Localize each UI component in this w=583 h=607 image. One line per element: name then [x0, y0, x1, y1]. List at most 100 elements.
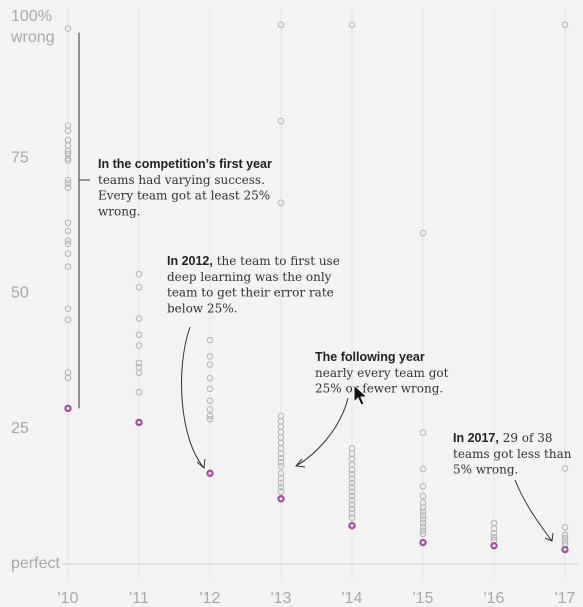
best-entry-point: [64, 404, 72, 413]
mouse-cursor-icon: [353, 383, 369, 406]
entry-point: [277, 488, 285, 495]
entry-point: [135, 388, 143, 396]
entry-point: [348, 488, 356, 495]
y-tick-label: perfect: [11, 555, 60, 572]
entry-point: [561, 538, 569, 545]
entry-point: [64, 176, 72, 184]
entry-point: [64, 240, 72, 248]
entry-point: [419, 492, 427, 500]
entry-point: [561, 465, 569, 472]
entry-point: [490, 525, 498, 532]
entry-point: [64, 219, 72, 227]
entry-point: [419, 530, 427, 538]
entry-point: [135, 331, 143, 339]
entry-point: [561, 534, 569, 542]
entry-point: [348, 514, 356, 521]
entry-point: [64, 227, 72, 235]
data-points: [64, 21, 569, 554]
entry-point: [135, 315, 143, 322]
entry-point: [561, 524, 569, 531]
arrow-2012: [181, 326, 205, 469]
arrow-2013-head: [295, 458, 306, 468]
x-tick-label: '14: [342, 590, 363, 607]
y-tick-label: 25: [11, 420, 29, 437]
entry-point: [490, 533, 498, 541]
entry-point: [348, 497, 356, 504]
entry-point: [135, 342, 143, 349]
entry-point: [135, 270, 143, 278]
entry-point: [64, 263, 72, 270]
entry-point: [348, 475, 356, 482]
entry-point: [419, 429, 427, 437]
entry-point: [348, 505, 356, 513]
entry-point: [64, 316, 72, 323]
x-tick-label: '16: [484, 590, 505, 607]
x-tick-label: '10: [58, 590, 79, 607]
x-tick-label: '17: [555, 590, 576, 607]
entry-point: [64, 150, 72, 158]
entry-point: [419, 512, 427, 519]
x-tick-label: '15: [413, 590, 434, 607]
y-tick-label: 100% wrong: [10, 8, 55, 46]
entry-point: [135, 369, 143, 376]
entry-point: [64, 155, 72, 162]
entry-point: [419, 465, 427, 473]
best-entry-point: [419, 538, 427, 547]
entry-point: [64, 237, 72, 244]
entry-point: [419, 508, 427, 515]
x-axis-ticks: '10 '11 '12 '13 '14 '15 '16 '17: [58, 590, 576, 607]
arrow-2013: [295, 397, 349, 467]
entry-point: [135, 359, 143, 367]
entry-point: [277, 462, 285, 470]
entry-point: [206, 361, 214, 368]
entry-point: [206, 385, 214, 393]
entry-point: [277, 450, 285, 458]
entry-point: [277, 469, 285, 477]
entry-point: [206, 336, 214, 344]
gridlines: [62, 8, 578, 580]
entry-point: [348, 501, 356, 508]
arrow-2017-head: [544, 532, 554, 542]
first-year-bracket: [78, 32, 90, 409]
best-entry-point: [277, 495, 285, 503]
best-entry-point: [490, 542, 498, 550]
entry-point: [206, 374, 214, 382]
entry-point: [561, 531, 569, 539]
y-axis-ticks: 100% wrong 75 50 25 perfect: [10, 8, 60, 572]
entry-point: [348, 479, 356, 487]
best-entry-point: [348, 522, 356, 530]
entry-point: [348, 492, 356, 500]
entry-point: [419, 515, 427, 523]
entry-point: [64, 184, 72, 191]
entry-point: [206, 412, 214, 420]
entry-point: [206, 406, 214, 413]
best-entry-point: [561, 545, 569, 554]
entry-point: [277, 199, 285, 207]
entry-point: [419, 482, 427, 490]
entry-point: [206, 397, 214, 405]
entry-point: [64, 180, 72, 187]
x-tick-label: '13: [271, 590, 292, 607]
entry-point: [277, 117, 285, 125]
entry-point: [206, 353, 214, 360]
y-tick-label: 75: [11, 149, 29, 166]
entry-point: [348, 484, 356, 491]
entry-point: [64, 305, 72, 313]
entry-point: [277, 459, 285, 466]
entry-point: [348, 466, 356, 474]
arrow-2012-head: [196, 458, 206, 469]
annotations: In the competition’s first year teams had…: [98, 157, 572, 477]
entry-point: [277, 454, 285, 462]
entry-point: [277, 484, 285, 491]
entry-point: [64, 250, 72, 257]
annotation-text: In 2017, 29 of 38 teams got less than 5% w…: [453, 431, 572, 477]
entry-point: [419, 523, 427, 531]
entry-point: [64, 157, 72, 164]
entry-point: [277, 474, 285, 482]
y-tick-label: 50: [11, 285, 29, 302]
annotation-text: In the competition’s first year teams had…: [98, 157, 272, 218]
entry-point: [64, 25, 72, 32]
entry-point: [348, 471, 356, 478]
best-entry-point: [135, 418, 143, 427]
